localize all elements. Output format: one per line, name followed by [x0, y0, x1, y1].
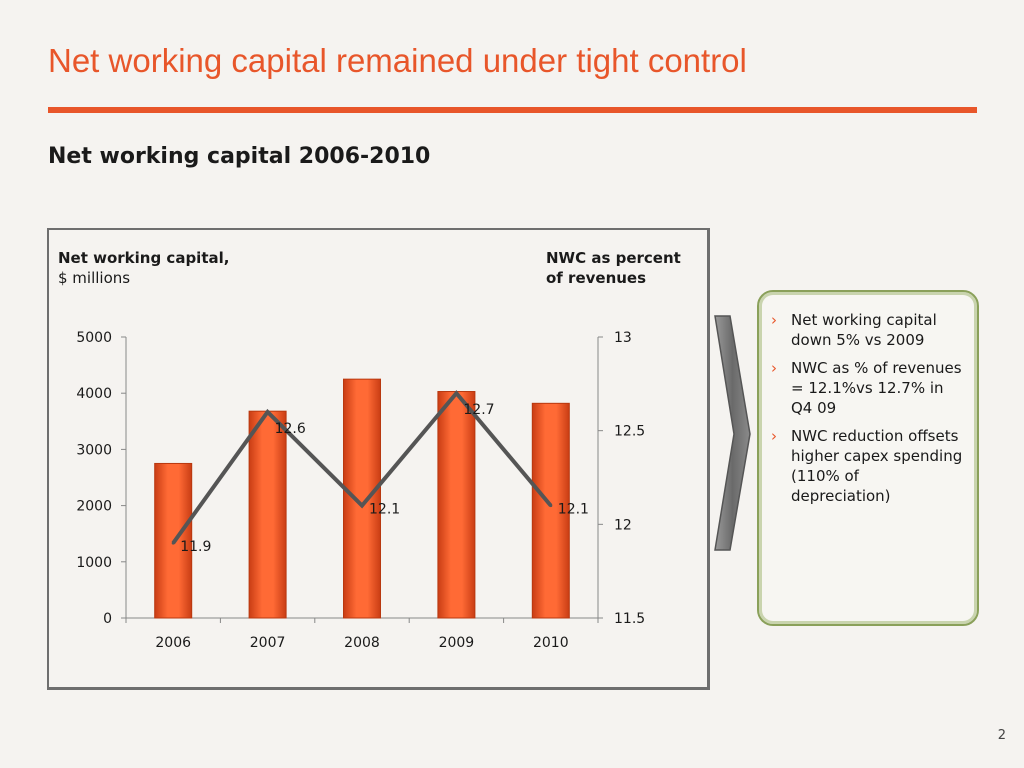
- page-number: 2: [997, 728, 1006, 743]
- left-tick-label: 4000: [76, 386, 112, 402]
- x-tick-label: 2007: [250, 635, 286, 651]
- callout-bullet: › NWC as % of revenues = 12.1%vs 12.7% in…: [771, 358, 963, 418]
- left-tick-label: 3000: [76, 442, 112, 458]
- callout-bullet-text: Net working capital down 5% vs 2009: [791, 311, 937, 349]
- chevron-arrow-icon: [714, 315, 751, 551]
- callout-bullet-text: NWC reduction offsets higher capex spend…: [791, 427, 963, 505]
- left-tick-label: 1000: [76, 555, 112, 571]
- callout-bullet: › NWC reduction offsets higher capex spen…: [771, 426, 963, 506]
- right-axis-heading-line2: of revenues: [546, 269, 647, 287]
- chart-subtitle: Net working capital 2006-2010: [48, 144, 431, 169]
- right-tick-label: 12: [614, 517, 632, 533]
- nwc-bar: [248, 410, 287, 619]
- callout-bullet: › Net working capital down 5% vs 2009: [771, 310, 963, 350]
- chevron-right-icon: ›: [771, 427, 777, 445]
- x-tick-label: 2010: [533, 635, 569, 651]
- nwc-percent-data-label: 12.7: [463, 402, 494, 418]
- nwc-percent-point: [266, 410, 270, 414]
- title-divider: [48, 107, 977, 113]
- left-tick-label: 0: [103, 611, 112, 627]
- chevron-right-icon: ›: [771, 311, 777, 329]
- left-tick-label: 2000: [76, 499, 112, 515]
- right-axis-heading: NWC as percent of revenues: [546, 248, 681, 288]
- chevron-right-icon: ›: [771, 359, 777, 377]
- nwc-bar: [437, 391, 476, 619]
- nwc-percent-point: [549, 504, 553, 508]
- left-tick-label: 5000: [76, 330, 112, 346]
- left-axis-heading-bold: Net working capital,: [58, 249, 230, 267]
- right-axis-heading-line1: NWC as percent: [546, 249, 681, 267]
- nwc-percent-data-label: 12.6: [275, 421, 306, 437]
- slide-title: Net working capital remained under tight…: [48, 42, 747, 79]
- right-tick-label: 13: [614, 330, 632, 346]
- callout-box: › Net working capital down 5% vs 2009 › NWC…: [757, 290, 979, 626]
- nwc-percent-point: [171, 541, 175, 545]
- callout-bullet-list: › Net working capital down 5% vs 2009 › NWC…: [771, 310, 963, 506]
- right-tick-label: 12.5: [614, 424, 645, 440]
- left-axis-heading: Net working capital, $ millions: [58, 248, 229, 288]
- x-tick-label: 2008: [344, 635, 380, 651]
- nwc-percent-data-label: 12.1: [369, 502, 400, 518]
- nwc-percent-data-label: 11.9: [180, 539, 211, 555]
- nwc-bar: [531, 402, 570, 619]
- x-tick-label: 2006: [155, 635, 191, 651]
- nwc-percent-point: [360, 504, 364, 508]
- x-tick-label: 2009: [439, 635, 475, 651]
- nwc-percent-point: [454, 391, 458, 395]
- nwc-bar: [343, 378, 381, 619]
- nwc-percent-data-label: 12.1: [558, 502, 589, 518]
- right-tick-label: 11.5: [614, 611, 645, 627]
- callout-bullet-text: NWC as % of revenues = 12.1%vs 12.7% in …: [791, 359, 962, 417]
- left-axis-heading-unit: $ millions: [58, 269, 131, 287]
